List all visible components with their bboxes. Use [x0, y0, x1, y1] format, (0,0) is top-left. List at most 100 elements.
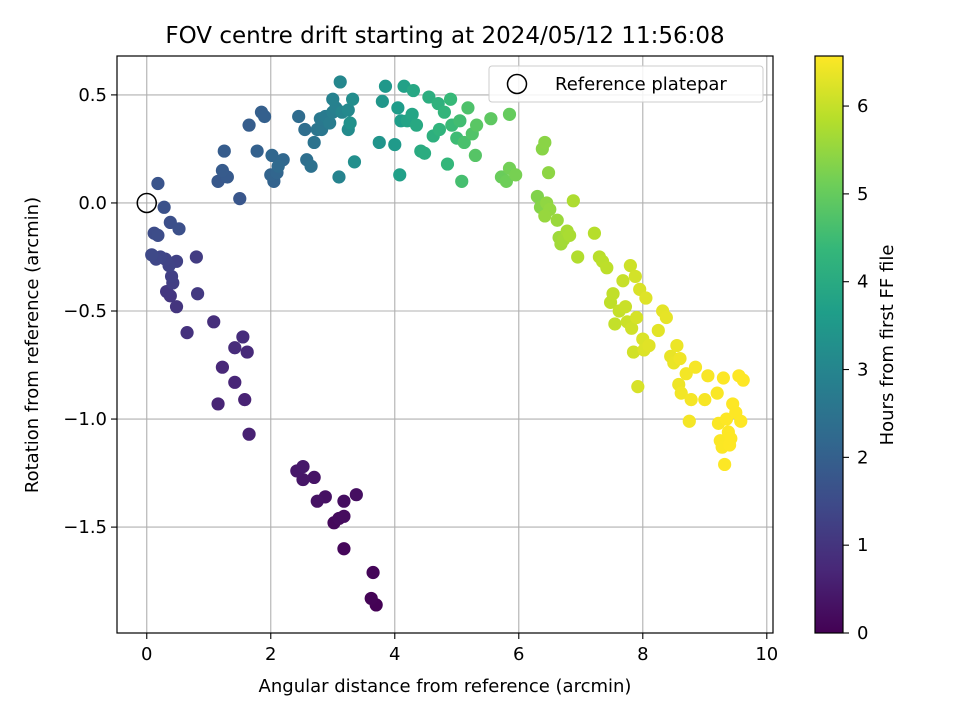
- data-point: [499, 174, 513, 188]
- data-point: [346, 92, 360, 106]
- data-point: [326, 92, 340, 106]
- data-point: [461, 101, 475, 115]
- data-point: [688, 360, 703, 374]
- data-point: [618, 300, 633, 314]
- data-point: [215, 360, 230, 374]
- y-tick-label: 0.5: [78, 85, 107, 106]
- data-point: [271, 159, 285, 173]
- data-point: [571, 250, 585, 264]
- data-point: [509, 168, 523, 182]
- colorbar-tick-label: 3: [857, 360, 868, 381]
- data-point: [388, 138, 402, 152]
- data-point: [393, 168, 407, 182]
- data-point: [484, 112, 498, 126]
- data-point: [530, 189, 544, 204]
- data-point: [470, 118, 484, 132]
- data-point: [626, 345, 641, 359]
- data-point: [538, 209, 552, 223]
- data-point: [337, 509, 351, 523]
- data-point: [651, 323, 665, 338]
- data-point: [151, 228, 165, 242]
- colorbar-tick-label: 6: [857, 96, 868, 117]
- data-point: [343, 116, 357, 130]
- data-point: [639, 291, 653, 305]
- legend-box: [488, 65, 764, 103]
- data-point: [502, 107, 517, 121]
- data-point: [391, 101, 405, 115]
- data-point: [151, 176, 165, 191]
- data-point: [375, 94, 389, 108]
- data-point: [217, 144, 231, 158]
- colorbar-ticks: 0 1 2 3 4 5 6: [843, 96, 868, 644]
- data-point: [457, 135, 471, 150]
- data-point: [242, 427, 256, 441]
- data-point: [191, 287, 205, 301]
- y-tick-label: −1.5: [63, 517, 107, 538]
- data-point: [347, 155, 362, 169]
- colorbar-tick-label: 4: [857, 272, 868, 293]
- legend-reference-marker: [506, 73, 528, 95]
- data-point: [710, 386, 724, 400]
- data-point: [455, 174, 469, 188]
- data-point: [550, 213, 564, 227]
- data-point: [629, 310, 644, 325]
- x-tick-label: 4: [389, 644, 400, 665]
- data-point: [405, 107, 419, 121]
- data-point: [659, 310, 673, 325]
- data-point: [734, 414, 748, 428]
- reference-platepar-group: [136, 192, 158, 214]
- colorbar-tick-label: 1: [857, 535, 868, 556]
- x-tick-label: 10: [755, 644, 778, 665]
- data-point: [417, 146, 432, 160]
- data-point: [432, 122, 447, 137]
- data-point: [310, 494, 324, 508]
- colorbar-tick-label: 0: [857, 623, 868, 644]
- colorbar-tick-label: 2: [857, 447, 868, 468]
- data-point: [606, 287, 620, 301]
- data-point: [228, 375, 242, 389]
- data-point: [670, 338, 684, 353]
- data-point: [145, 248, 159, 262]
- colorbar-gradient: [814, 55, 844, 634]
- data-point: [349, 488, 363, 502]
- data-point: [364, 591, 378, 606]
- data-point: [333, 75, 347, 89]
- data-point: [242, 118, 256, 132]
- data-point: [563, 228, 577, 242]
- y-tick-label: 0.0: [78, 193, 107, 214]
- data-point: [307, 135, 321, 150]
- data-point: [468, 148, 482, 163]
- data-point: [409, 118, 424, 132]
- data-points: [145, 75, 750, 612]
- data-point: [157, 200, 171, 214]
- x-tick-label: 2: [265, 644, 276, 665]
- data-point: [323, 116, 337, 130]
- data-point: [566, 194, 580, 208]
- data-point: [716, 371, 730, 385]
- data-point: [228, 341, 242, 355]
- plot-frame: [116, 55, 774, 634]
- data-point: [257, 109, 272, 124]
- data-point: [292, 109, 306, 124]
- data-point: [684, 393, 698, 407]
- data-point: [628, 269, 642, 284]
- data-point: [679, 367, 693, 381]
- y-tick-label: −0.5: [63, 301, 107, 322]
- colorbar-tick-label: 5: [857, 184, 868, 205]
- colorbar-label: Hours from first FF file: [877, 245, 898, 446]
- data-point: [164, 269, 179, 284]
- data-point: [366, 565, 380, 580]
- data-point: [236, 330, 250, 344]
- data-point: [406, 83, 420, 98]
- data-point: [437, 105, 451, 119]
- data-point: [240, 345, 254, 359]
- data-point: [422, 90, 436, 104]
- chart-title: FOV centre drift starting at 2024/05/12 …: [165, 23, 724, 49]
- data-point: [719, 412, 734, 426]
- data-point: [587, 226, 602, 240]
- data-point: [378, 79, 393, 93]
- data-point: [718, 457, 732, 472]
- data-point: [265, 148, 279, 163]
- y-axis-ticks: 0.5 0.0 −0.5 −1.0 −1.5: [63, 85, 117, 538]
